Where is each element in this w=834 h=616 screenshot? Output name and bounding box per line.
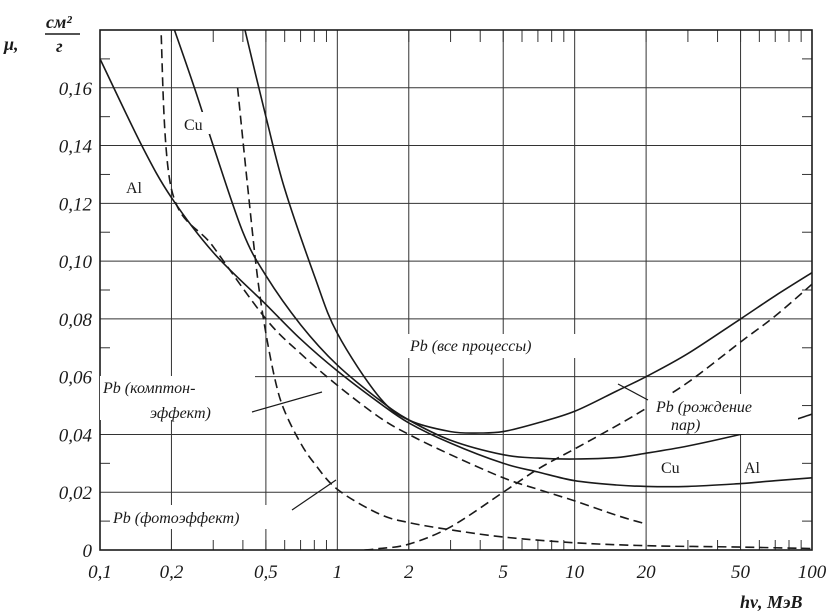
y-tick-label: 0 — [83, 541, 93, 562]
label-pb-pairs-1: Pb (рождение — [655, 399, 752, 416]
series-line-4 — [236, 87, 812, 550]
x-tick-label: 50 — [731, 562, 751, 583]
label-pb-compton-2: эффект) — [150, 405, 211, 422]
label-cu-right: Cu — [661, 460, 680, 477]
label-background — [408, 334, 606, 358]
label-al-right: Al — [744, 460, 761, 477]
tick-labels: 0,1 0,2 0,5 1 2 5 10 20 50 100 0 0,02 0,04 0,06 0,08 0,… — [59, 79, 827, 583]
y-tick-label: 0,02 — [59, 483, 93, 504]
x-tick-label: 20 — [637, 562, 657, 583]
label-al: Al — [126, 180, 143, 197]
label-background — [648, 394, 798, 434]
label-cu: Cu — [184, 117, 203, 134]
curves — [100, 30, 812, 550]
y-tick-label: 0,04 — [59, 425, 93, 446]
series-line-3 — [160, 30, 647, 525]
label-background — [124, 175, 152, 197]
y-tick-label: 0,06 — [59, 368, 93, 389]
series-line-0 — [100, 58, 812, 488]
x-tick-label: 2 — [404, 562, 414, 583]
plot-frame — [99, 29, 813, 551]
label-pb-pairs-2: пар) — [671, 417, 700, 434]
label-pb-all: Pb (все процессы) — [409, 338, 531, 355]
x-tick-label: 100 — [798, 562, 827, 583]
y-tick-label: 0,16 — [59, 79, 93, 100]
y-axis-prefix: μ, — [3, 34, 19, 54]
y-axis-title: μ, см² г — [3, 12, 80, 56]
y-axis-numerator: см² — [46, 12, 72, 32]
label-background — [182, 112, 210, 134]
y-tick-label: 0,12 — [59, 194, 93, 215]
label-background — [659, 456, 695, 478]
label-pb-photo: Pb (фотоэффект) — [112, 510, 239, 527]
x-tick-label: 5 — [498, 562, 508, 583]
x-tick-label: 10 — [565, 562, 585, 583]
y-tick-label: 0,10 — [59, 252, 93, 273]
x-tick-label: 0,2 — [160, 562, 184, 583]
label-background — [110, 505, 334, 529]
leader-line — [251, 391, 323, 413]
grid — [100, 30, 812, 550]
y-tick-label: 0,14 — [59, 137, 93, 158]
y-tick-label: 0,08 — [59, 310, 93, 331]
series-line-1 — [173, 30, 812, 460]
label-background — [742, 456, 776, 478]
label-background — [100, 376, 255, 420]
leader-line — [291, 479, 337, 511]
x-tick-label: 1 — [333, 562, 343, 583]
series-line-2 — [244, 30, 812, 434]
label-pb-compton-1: Pb (комптон- — [102, 380, 195, 397]
x-tick-label: 0,5 — [254, 562, 278, 583]
x-axis-title: hν, МэВ — [740, 592, 802, 612]
leader-line — [617, 383, 649, 401]
x-tick-label: 0,1 — [88, 562, 112, 583]
y-axis-denominator: г — [56, 36, 63, 56]
series-line-5 — [364, 283, 812, 550]
